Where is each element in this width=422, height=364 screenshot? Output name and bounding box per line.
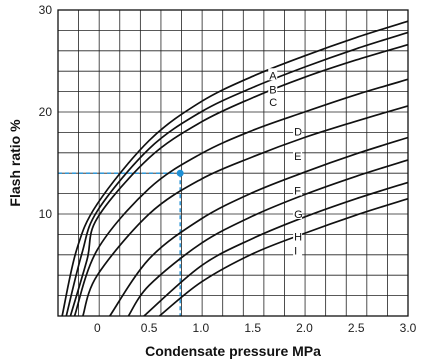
curve-label-h: H	[294, 231, 302, 243]
curve-label-d: D	[294, 126, 302, 138]
chart-curves	[61, 20, 409, 317]
curve-h	[143, 181, 409, 317]
curve-label-bg-a	[268, 68, 278, 81]
curve-label-bg-d	[293, 124, 303, 137]
curve-label-bg-g	[293, 207, 303, 219]
curve-label-c: C	[269, 97, 277, 109]
curve-d	[73, 78, 409, 317]
example-reading	[58, 169, 184, 316]
curve-label-b: B	[269, 85, 276, 97]
curve-label-bg-b	[268, 82, 278, 95]
curve-label-bg-h	[293, 229, 303, 242]
y-tick-label: 20	[39, 105, 53, 119]
y-tick-label: 30	[39, 3, 53, 17]
plot-frame	[57, 9, 409, 317]
x-tick-label: 1.5	[244, 321, 261, 335]
curve-label-e: E	[294, 151, 301, 163]
curve-label-f: F	[294, 186, 301, 198]
curve-label-bg-c	[268, 94, 278, 107]
curve-b	[65, 31, 409, 317]
curve-i	[158, 197, 409, 317]
x-tick-label: 2.5	[348, 321, 365, 335]
y-tick-labels: 10 20 30	[39, 3, 53, 221]
curve-g	[127, 159, 409, 317]
curve-label-bg-e	[293, 148, 303, 161]
curve-label-g: G	[294, 209, 303, 221]
curve-label-a: A	[269, 70, 277, 82]
curve-label-bg-f	[293, 183, 303, 196]
curve-label-bg-i	[293, 243, 303, 256]
curve-a	[61, 20, 409, 317]
example-point	[176, 169, 184, 177]
curve-f	[109, 136, 409, 317]
x-tick-label: 1.0	[193, 321, 210, 335]
curve-e	[82, 105, 409, 317]
x-tick-label: 0.5	[141, 321, 158, 335]
x-tick-label: 3.0	[400, 321, 417, 335]
curve-c	[69, 43, 409, 317]
chart-grid	[58, 10, 408, 316]
y-tick-label: 10	[39, 207, 53, 221]
x-tick-label: 2.0	[296, 321, 313, 335]
curve-label-i: I	[294, 246, 297, 258]
y-axis-label: Flash ratio %	[7, 119, 23, 207]
x-tick-label: 0	[94, 321, 101, 335]
x-tick-labels: 0 0.5 1.0 1.5 2.0 2.5 3.0	[94, 321, 417, 335]
x-axis-label: Condensate pressure MPa	[145, 343, 321, 359]
